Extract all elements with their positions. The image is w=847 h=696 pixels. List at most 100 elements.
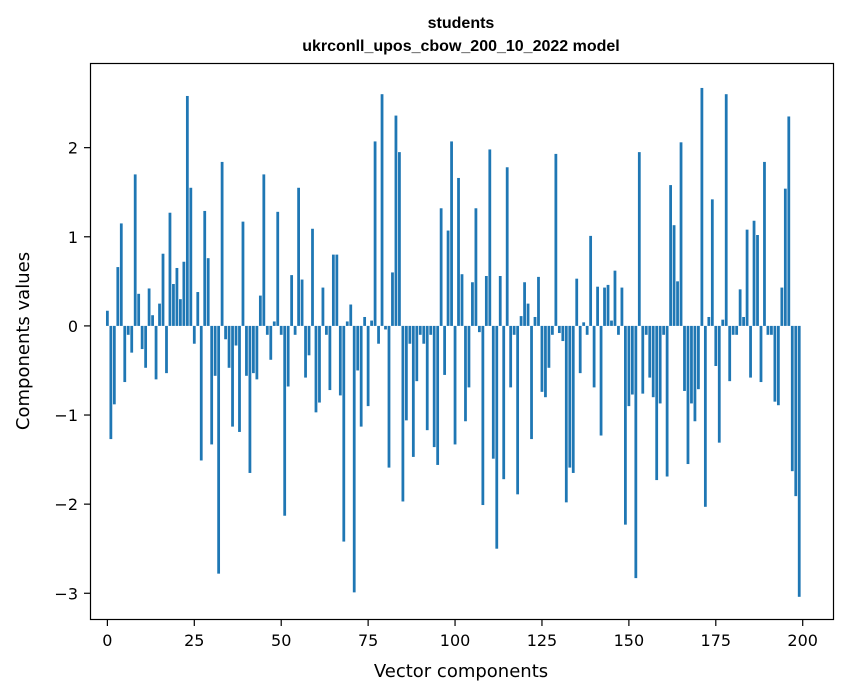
bar: [502, 325, 506, 480]
x-tick-label: 50: [271, 631, 291, 650]
bar: [210, 325, 214, 445]
bar: [773, 325, 777, 402]
bar: [474, 208, 478, 326]
bar: [457, 177, 460, 326]
bar: [387, 325, 391, 468]
y-tick-label: 0: [68, 317, 78, 336]
bar: [436, 325, 440, 465]
bar: [290, 275, 294, 326]
bar: [161, 253, 165, 326]
bar: [352, 325, 356, 593]
bar: [384, 325, 387, 330]
bar: [526, 303, 530, 326]
bar: [189, 187, 193, 326]
bar: [707, 316, 711, 326]
bar: [676, 281, 679, 326]
bar: [495, 325, 499, 549]
bar: [411, 325, 415, 457]
bar: [488, 149, 492, 326]
bar: [471, 282, 474, 326]
bar: [398, 152, 401, 326]
bar: [568, 325, 572, 468]
bar: [422, 325, 426, 344]
x-tick-label: 125: [527, 631, 558, 650]
bar: [512, 325, 516, 335]
bar: [460, 274, 464, 326]
bar: [453, 325, 457, 445]
bar: [279, 325, 283, 335]
bar: [345, 321, 349, 326]
bar: [182, 261, 186, 326]
bar: [432, 325, 436, 448]
bar: [220, 161, 224, 326]
bar: [516, 325, 520, 495]
bar: [582, 322, 586, 326]
bar: [759, 325, 763, 383]
bar: [728, 325, 732, 382]
plot-frame: [89, 62, 835, 621]
bar: [523, 282, 526, 326]
bar: [578, 325, 582, 374]
bar: [265, 325, 269, 335]
bar: [620, 287, 624, 326]
bar: [119, 223, 123, 326]
bar: [314, 325, 318, 413]
bar: [227, 325, 231, 368]
x-tick-label: 0: [102, 631, 112, 650]
bar: [481, 325, 485, 506]
bar: [766, 325, 770, 335]
bar: [797, 325, 801, 597]
chart-subtitle: ukrconll_upos_cbow_200_10_2022 model: [302, 38, 619, 55]
bar: [338, 325, 342, 396]
bar: [286, 325, 290, 387]
bar: [297, 187, 300, 326]
bar: [154, 325, 158, 380]
bar: [272, 321, 276, 326]
bar: [603, 287, 606, 326]
bar: [130, 325, 134, 353]
bar: [425, 325, 429, 431]
bar: [245, 325, 248, 376]
bar: [140, 325, 144, 350]
bar: [544, 325, 547, 398]
bar: [370, 320, 373, 326]
bar: [672, 225, 676, 326]
bar: [443, 325, 447, 375]
bar: [335, 254, 339, 326]
bar: [293, 325, 297, 335]
bar: [105, 310, 109, 326]
bar: [248, 325, 252, 473]
bar: [665, 325, 669, 477]
bar: [693, 325, 697, 422]
bar: [283, 325, 287, 516]
bar: [787, 116, 791, 326]
bar: [408, 325, 412, 344]
bar: [172, 284, 175, 326]
bar: [252, 325, 255, 374]
bar: [377, 325, 380, 344]
bar: [731, 325, 735, 335]
bar: [380, 94, 384, 326]
bar: [756, 235, 759, 326]
bar: [234, 325, 238, 346]
bar: [158, 303, 161, 326]
bar: [714, 325, 718, 366]
bar: [342, 325, 346, 542]
x-tick-label: 175: [701, 631, 732, 650]
bar: [530, 325, 533, 440]
bar: [137, 293, 141, 326]
bar: [213, 325, 217, 376]
y-axis-label: Components values: [13, 252, 34, 430]
bar: [776, 325, 780, 406]
bar: [363, 316, 367, 326]
bar: [491, 325, 495, 459]
bar: [126, 325, 130, 335]
x-tick-label: 100: [440, 631, 471, 650]
bar: [509, 325, 513, 388]
bar: [112, 325, 116, 405]
bar: [617, 325, 620, 335]
bar: [561, 325, 565, 342]
bar: [686, 325, 690, 465]
bar: [703, 325, 707, 507]
